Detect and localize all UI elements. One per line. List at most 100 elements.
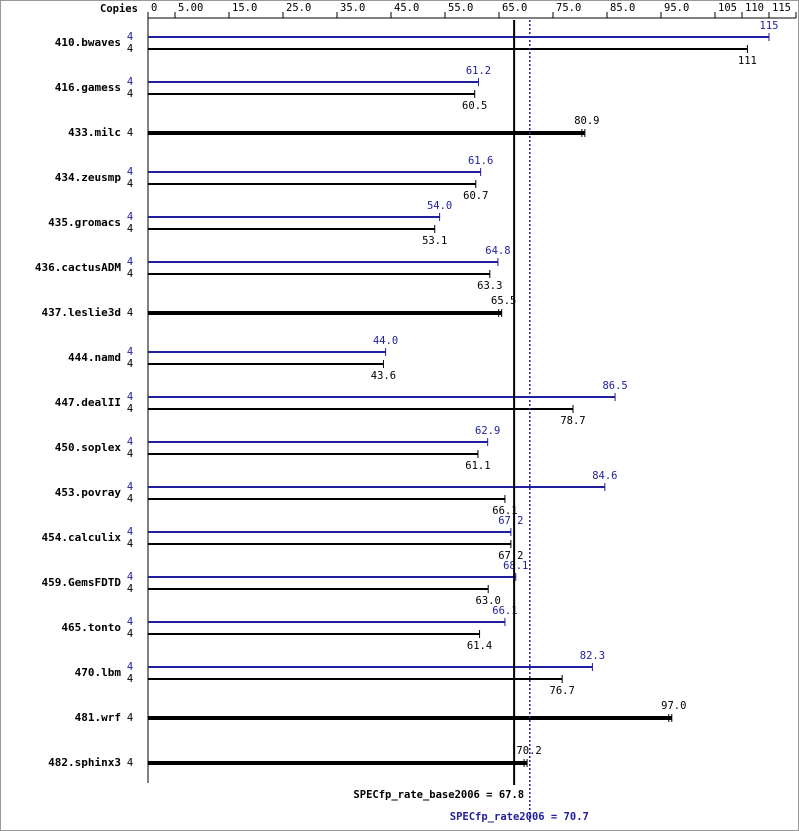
x-tick-label: 55.0 (448, 2, 473, 14)
bar (148, 576, 516, 578)
category-label: 465.tonto (61, 621, 121, 634)
copies-label: 4 (127, 211, 133, 223)
value-label: 68.1 (503, 560, 528, 572)
copies-label: 4 (127, 268, 133, 280)
bar (148, 171, 481, 173)
copies-label: 4 (127, 661, 133, 673)
bar (148, 761, 528, 765)
category-label: 481.wrf (75, 711, 121, 724)
x-tick-label: 25.0 (286, 2, 311, 14)
value-label: 65.5 (491, 295, 516, 307)
bar (148, 261, 498, 263)
bar (148, 498, 505, 500)
bar (148, 678, 563, 680)
copies-label: 4 (127, 436, 133, 448)
bar (148, 486, 605, 488)
copies-label: 4 (127, 76, 133, 88)
value-label: 63.3 (477, 280, 502, 292)
copies-label: 4 (127, 346, 133, 358)
category-label: 459.GemsFDTD (42, 576, 122, 589)
value-label: 43.6 (371, 370, 396, 382)
bar (148, 131, 585, 135)
x-tick-label: 75.0 (556, 2, 581, 14)
value-label: 44.0 (373, 335, 398, 347)
bar (148, 588, 489, 590)
value-label: 115 (760, 20, 779, 32)
category-label: 434.zeusmp (55, 171, 122, 184)
category-label: 444.namd (68, 351, 121, 364)
value-label: 66.1 (492, 605, 517, 617)
category-label: 482.sphinx3 (48, 756, 121, 769)
copies-label: 4 (127, 526, 133, 538)
copies-label: 4 (127, 307, 133, 319)
category-label: 447.dealII (55, 396, 121, 409)
x-tick-label: 85.0 (610, 2, 635, 14)
value-label: 82.3 (580, 650, 605, 662)
value-label: 60.5 (462, 100, 487, 112)
copies-label: 4 (127, 127, 133, 139)
value-label: 78.7 (560, 415, 585, 427)
value-label: 67.2 (498, 550, 523, 562)
copies-label: 4 (127, 538, 133, 550)
copies-label: 4 (127, 448, 133, 460)
bar (148, 311, 502, 315)
category-label: 453.povray (55, 486, 122, 499)
copies-label: 4 (127, 223, 133, 235)
copies-label: 4 (127, 583, 133, 595)
category-label: 410.bwaves (55, 36, 121, 49)
value-label: 67.2 (498, 515, 523, 527)
x-tick-label: 115 (772, 2, 791, 14)
value-label: 111 (738, 55, 757, 67)
copies-label: 4 (127, 31, 133, 43)
copies-label: 4 (127, 88, 133, 100)
value-label: 64.8 (485, 245, 510, 257)
copies-label: 4 (127, 493, 133, 505)
bar (148, 93, 475, 95)
copies-label: 4 (127, 628, 133, 640)
value-label: 54.0 (427, 200, 452, 212)
bar (148, 81, 479, 83)
bar (148, 396, 616, 398)
copies-header: Copies (100, 3, 138, 15)
x-tick-label: 35.0 (340, 2, 365, 14)
copies-label: 4 (127, 616, 133, 628)
category-label: 433.milc (68, 126, 121, 139)
category-label: 416.gamess (55, 81, 121, 94)
value-label: 61.2 (466, 65, 491, 77)
value-label: 61.4 (467, 640, 492, 652)
bar (148, 216, 440, 218)
bar (148, 36, 769, 38)
bar (148, 543, 511, 545)
category-label: 454.calculix (42, 531, 122, 544)
value-label: 63.0 (476, 595, 501, 607)
copies-label: 4 (127, 757, 133, 769)
bar (148, 48, 748, 50)
copies-label: 4 (127, 358, 133, 370)
value-label: 53.1 (422, 235, 447, 247)
x-tick-label: 45.0 (394, 2, 419, 14)
value-label: 60.7 (463, 190, 488, 202)
copies-label: 4 (127, 178, 133, 190)
x-tick-label: 65.0 (502, 2, 527, 14)
copies-label: 4 (127, 481, 133, 493)
bar (148, 716, 672, 720)
value-label: 66.1 (492, 505, 517, 517)
value-label: 86.5 (602, 380, 627, 392)
copies-label: 4 (127, 256, 133, 268)
bar (148, 351, 386, 353)
category-label: 470.lbm (75, 666, 122, 679)
bar (148, 531, 511, 533)
reference-label: SPECfp_rate2006 = 70.7 (450, 811, 589, 823)
bar (148, 633, 480, 635)
reference-label: SPECfp_rate_base2006 = 67.8 (353, 789, 524, 801)
copies-label: 4 (127, 403, 133, 415)
bar (148, 666, 593, 668)
value-label: 70.2 (516, 745, 541, 757)
value-label: 76.7 (550, 685, 575, 697)
bar (148, 228, 435, 230)
bar (148, 441, 488, 443)
value-label: 61.1 (465, 460, 490, 472)
